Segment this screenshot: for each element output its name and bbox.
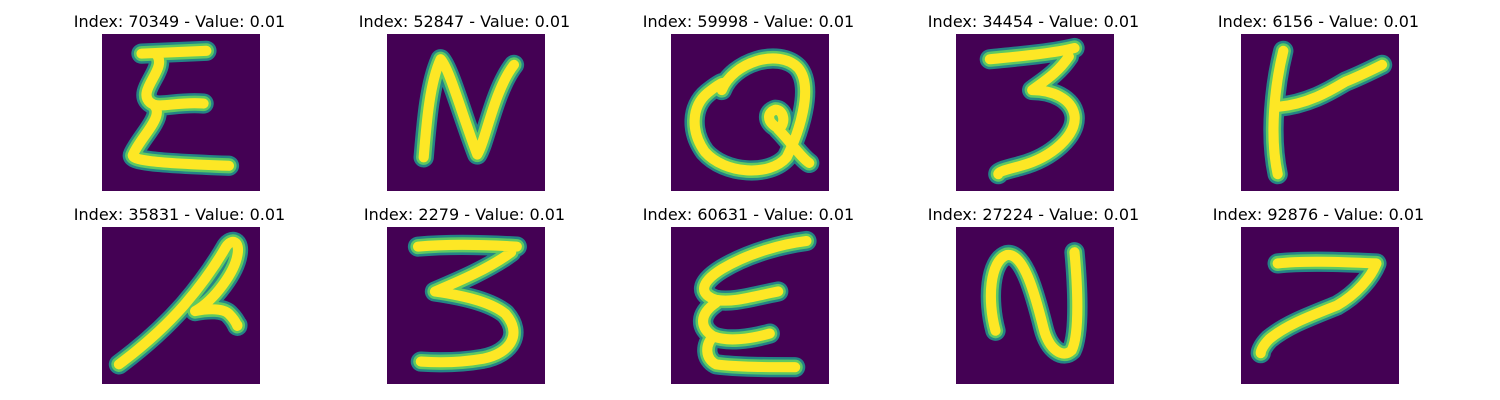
sample-title: Index: 34454 - Value: 0.01 bbox=[891, 12, 1176, 31]
sample-image bbox=[956, 34, 1114, 191]
sample-image bbox=[956, 227, 1114, 384]
sample-title: Index: 27224 - Value: 0.01 bbox=[891, 205, 1176, 224]
sample-image bbox=[387, 227, 545, 384]
sample-title: Index: 70349 - Value: 0.01 bbox=[37, 12, 322, 31]
sample-image bbox=[102, 34, 260, 191]
sample-title: Index: 52847 - Value: 0.01 bbox=[322, 12, 607, 31]
sample-title: Index: 6156 - Value: 0.01 bbox=[1176, 12, 1461, 31]
sample-image bbox=[1241, 34, 1399, 191]
sample-image bbox=[387, 34, 545, 191]
sample-image bbox=[102, 227, 260, 384]
sample-title: Index: 2279 - Value: 0.01 bbox=[322, 205, 607, 224]
sample-image bbox=[1241, 227, 1399, 384]
sample-image bbox=[671, 34, 829, 191]
sample-title: Index: 60631 - Value: 0.01 bbox=[606, 205, 891, 224]
sample-title: Index: 59998 - Value: 0.01 bbox=[606, 12, 891, 31]
sample-image bbox=[671, 227, 829, 384]
sample-title: Index: 92876 - Value: 0.01 bbox=[1176, 205, 1461, 224]
sample-title: Index: 35831 - Value: 0.01 bbox=[37, 205, 322, 224]
